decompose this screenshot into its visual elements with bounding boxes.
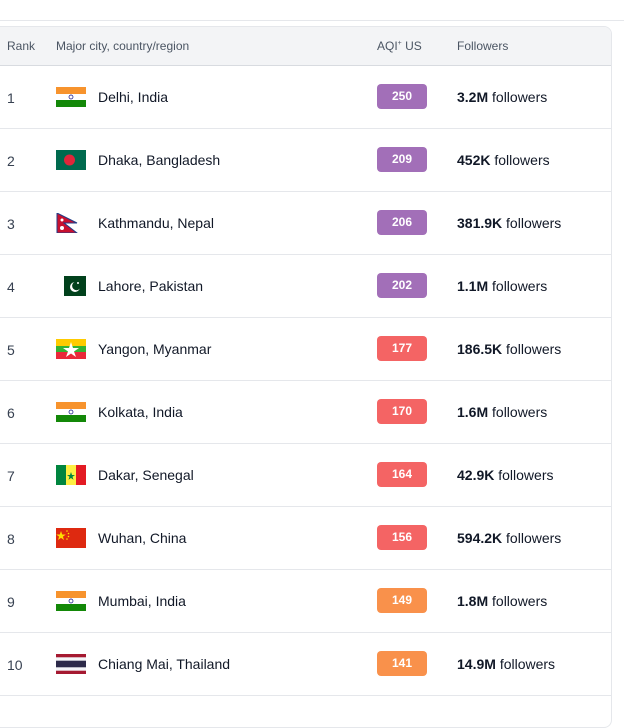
rank: 7 <box>7 468 15 484</box>
header-city[interactable]: Major city, country/region <box>56 39 190 53</box>
city-link[interactable]: Lahore, Pakistan <box>98 278 204 294</box>
city-link[interactable]: Delhi, India <box>98 89 169 105</box>
followers-suffix: followers <box>492 278 548 294</box>
table-row[interactable]: 9 Mumbai, India 149 1.8M followers <box>0 570 611 633</box>
rank: 2 <box>7 153 15 169</box>
followers-count: 3.2M <box>457 89 489 105</box>
table-row[interactable]: 3 Kathmandu, Nepal 206 381.9K followers <box>0 192 611 255</box>
followers: 594.2K followers <box>457 530 561 546</box>
city-link[interactable]: Mumbai, India <box>98 593 186 609</box>
followers-count: 42.9K <box>457 467 495 483</box>
city-link[interactable]: Yangon, Myanmar <box>98 341 212 357</box>
city-link[interactable]: Kathmandu, Nepal <box>98 215 214 231</box>
followers-suffix: followers <box>494 152 550 168</box>
followers: 1.6M followers <box>457 404 547 420</box>
divider <box>0 20 624 21</box>
aqi-badge: 209 <box>377 147 427 172</box>
followers-count: 14.9M <box>457 656 496 672</box>
followers-suffix: followers <box>498 467 554 483</box>
aqi-badge: 177 <box>377 336 427 361</box>
followers: 381.9K followers <box>457 215 561 231</box>
aqi-badge: 149 <box>377 588 427 613</box>
followers-count: 1.8M <box>457 593 489 609</box>
rank: 9 <box>7 594 15 610</box>
city-ranking-table: Rank Major city, country/region AQI+ US … <box>0 26 612 728</box>
flag-nepal-icon <box>56 213 78 233</box>
rank: 8 <box>7 531 15 547</box>
followers-count: 186.5K <box>457 341 503 357</box>
followers: 14.9M followers <box>457 656 555 672</box>
rank: 4 <box>7 279 15 295</box>
rank: 3 <box>7 216 15 232</box>
followers-suffix: followers <box>499 656 556 672</box>
city-link[interactable]: Kolkata, India <box>98 404 183 420</box>
followers: 1.1M followers <box>457 278 547 294</box>
table-row[interactable]: 10 Chiang Mai, Thailand 141 14.9M follow… <box>0 633 611 696</box>
aqi-badge: 164 <box>377 462 427 487</box>
aqi-badge: 250 <box>377 84 427 109</box>
header-followers[interactable]: Followers <box>457 39 509 53</box>
flag-pakistan-icon <box>56 276 86 296</box>
flag-thailand-icon <box>56 654 86 674</box>
followers: 1.8M followers <box>457 593 547 609</box>
table-row[interactable]: 5 Yangon, Myanmar 177 186.5K followers <box>0 318 611 381</box>
followers-count: 452K <box>457 152 491 168</box>
followers-suffix: followers <box>492 593 548 609</box>
header-rank[interactable]: Rank <box>7 39 36 53</box>
aqi-badge: 141 <box>377 651 427 676</box>
followers: 42.9K followers <box>457 467 554 483</box>
table-row[interactable]: 1 Delhi, India 250 3.2M followers <box>0 66 611 129</box>
followers: 3.2M followers <box>457 89 547 105</box>
followers-suffix: followers <box>506 530 562 546</box>
table-row[interactable]: 4 Lahore, Pakistan 202 1.1M followers <box>0 255 611 318</box>
rank: 10 <box>7 657 23 673</box>
rank: 5 <box>7 342 15 358</box>
table-row[interactable]: 6 Kolkata, India 170 1.6M followers <box>0 381 611 444</box>
aqi-badge: 206 <box>377 210 427 235</box>
followers-count: 1.6M <box>457 404 489 420</box>
flag-china-icon <box>56 528 86 548</box>
city-link[interactable]: Dakar, Senegal <box>98 467 194 483</box>
aqi-label: AQI <box>377 39 398 53</box>
rank: 6 <box>7 405 15 421</box>
table-header: Rank Major city, country/region AQI+ US … <box>0 27 611 66</box>
rank: 1 <box>7 90 15 106</box>
flag-india-icon <box>56 87 86 107</box>
followers-count: 594.2K <box>457 530 503 546</box>
flag-senegal-icon <box>56 465 86 485</box>
followers-count: 381.9K <box>457 215 503 231</box>
table-row[interactable]: 2 Dhaka, Bangladesh 209 452K followers <box>0 129 611 192</box>
aqi-sup: + <box>397 40 402 47</box>
flag-bangladesh-icon <box>56 150 86 170</box>
flag-myanmar-icon <box>56 339 86 359</box>
followers-suffix: followers <box>506 215 562 231</box>
table-row[interactable]: 7 Dakar, Senegal 164 42.9K followers <box>0 444 611 507</box>
followers-suffix: followers <box>506 341 562 357</box>
aqi-badge: 156 <box>377 525 427 550</box>
table-row[interactable]: 8 Wuhan, China 156 594.2K followers <box>0 507 611 570</box>
flag-india-icon <box>56 402 86 422</box>
city-link[interactable]: Wuhan, China <box>98 530 187 546</box>
followers: 186.5K followers <box>457 341 561 357</box>
header-aqi[interactable]: AQI+ US <box>377 39 422 53</box>
city-link[interactable]: Dhaka, Bangladesh <box>98 152 221 168</box>
followers: 452K followers <box>457 152 550 168</box>
followers-suffix: followers <box>492 404 548 420</box>
aqi-badge: 202 <box>377 273 427 298</box>
aqi-unit: US <box>405 39 422 53</box>
city-link[interactable]: Chiang Mai, Thailand <box>98 656 231 672</box>
aqi-badge: 170 <box>377 399 427 424</box>
flag-india-icon <box>56 591 86 611</box>
followers-suffix: followers <box>492 89 548 105</box>
followers-count: 1.1M <box>457 278 489 294</box>
